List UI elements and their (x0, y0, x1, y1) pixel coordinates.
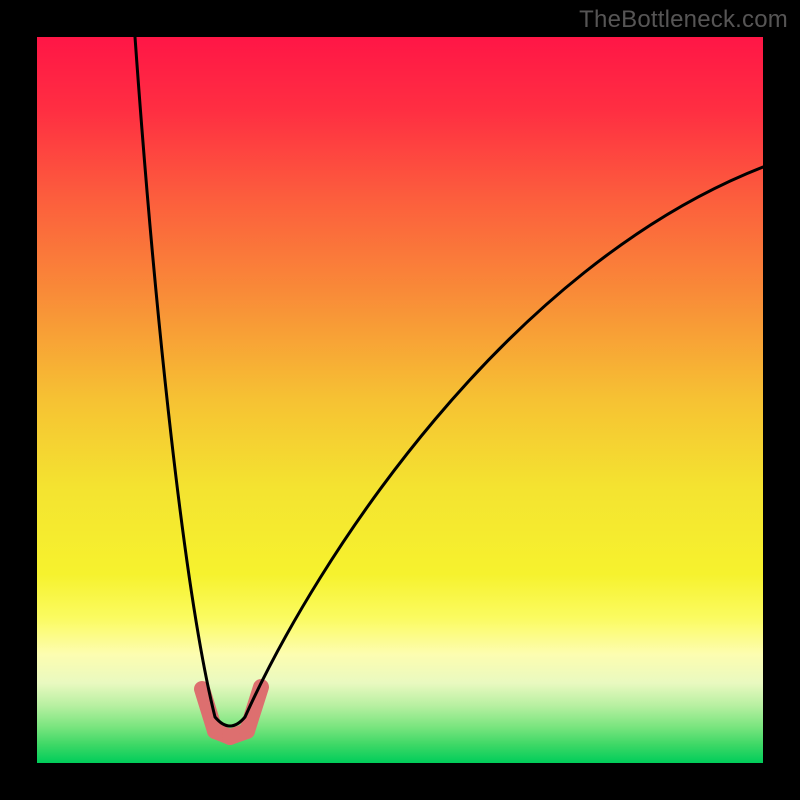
gradient-background (37, 37, 763, 763)
watermark-text: TheBottleneck.com (579, 6, 788, 34)
bottleneck-chart (37, 37, 763, 763)
